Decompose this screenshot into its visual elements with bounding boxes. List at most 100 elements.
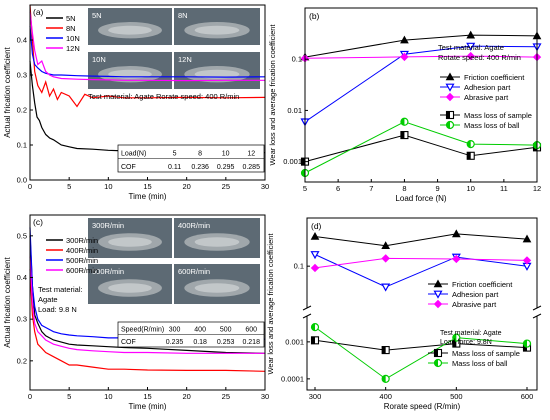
legend-label: Friction coefficient: [452, 280, 513, 289]
marker-circle-fill: [382, 375, 386, 383]
series-line: [314, 254, 528, 288]
marker-circle-fill: [311, 323, 315, 331]
plot-frame: [304, 7, 538, 183]
table-header-label: Load(N): [121, 151, 146, 158]
image-label: 10N: [92, 55, 106, 64]
marker-diamond: [445, 92, 455, 102]
y-tick-label: 0.1: [292, 55, 302, 64]
legend-label: 500R/min: [66, 256, 98, 265]
x-tick-label: 300: [309, 392, 322, 401]
y-axis-label: Wear loss and average frication coeffici…: [266, 233, 275, 375]
table-header-cell: 12: [247, 151, 255, 158]
legend-label: 8N: [66, 24, 76, 33]
table-cell: 0.295: [217, 164, 235, 171]
y-axis-label: Wear loss and average frication coeffici…: [268, 24, 277, 166]
marker-triangle-up: [522, 234, 532, 243]
image-label: 5N: [92, 11, 102, 20]
image-label: 8N: [178, 11, 188, 20]
marker-triangle-up: [400, 35, 409, 44]
marker-triangle-down: [310, 251, 320, 260]
series-line: [29, 235, 266, 354]
y-tick-label: 0.3: [17, 71, 27, 80]
marker-circle-fill: [452, 334, 457, 342]
image-label: 300R/min: [92, 221, 124, 230]
x-axis-label: Time (min): [129, 402, 167, 411]
x-tick-label: 0: [28, 392, 32, 401]
x-tick-label: 15: [143, 182, 151, 191]
marker-circle-fill: [434, 359, 438, 367]
wear-track-scar-core: [108, 283, 152, 293]
marker-diamond: [433, 299, 443, 309]
table-header-cell: 5: [173, 151, 177, 158]
marker-triangle-down: [433, 290, 443, 299]
wear-track-scar-core: [194, 283, 240, 293]
legend-label: Mass loss of sample: [464, 111, 532, 120]
table-header-cell: 500: [220, 327, 232, 334]
table-cell: 0.285: [242, 164, 260, 171]
x-tick-label: 400: [379, 392, 392, 401]
axis-break-mark: [532, 313, 542, 319]
image-label: 12N: [178, 55, 192, 64]
x-tick-label: 9: [435, 184, 439, 193]
x-tick-label: 10: [467, 184, 475, 193]
image-label: 400R/min: [178, 221, 210, 230]
image-label: 600R/min: [178, 267, 210, 276]
y-tick-label: 0.4: [17, 36, 27, 45]
y-tick-label: 0.1: [294, 262, 304, 271]
table-cell: 0.236: [191, 164, 209, 171]
x-tick-label: 25: [222, 392, 230, 401]
annotation-text: Load force: 9.8N: [440, 339, 492, 346]
x-tick-label: 12: [533, 184, 541, 193]
axis-break-mark: [532, 305, 542, 311]
marker-diamond: [400, 52, 409, 62]
x-tick-label: 11: [500, 184, 508, 193]
marker-square-fill: [311, 336, 315, 344]
marker-square-fill: [382, 346, 386, 354]
table-header-cell: 600: [245, 327, 257, 334]
plot-frame-top: [306, 217, 538, 308]
legend-label: 12N: [66, 44, 80, 53]
series-line: [314, 233, 528, 247]
series-line: [304, 121, 538, 174]
series-line: [304, 34, 538, 58]
marker-square-fill: [467, 152, 471, 160]
wear-track-scar-core: [108, 237, 152, 247]
x-tick-label: 25: [222, 182, 230, 191]
marker-triangle-up: [466, 30, 476, 39]
table-cell: 0.18: [193, 339, 207, 346]
legend-label: 10N: [66, 34, 80, 43]
x-axis-label: Rorate speed (R/min): [384, 402, 461, 411]
y-tick-label: 0.001: [285, 337, 304, 346]
legend-label: 400R/min: [66, 246, 98, 255]
annotation-text: Test material: Agate: [440, 330, 502, 337]
panel-label: (c): [33, 217, 43, 227]
legend-label: Mass loss of ball: [464, 121, 520, 130]
x-axis-label: Time (min): [129, 192, 167, 201]
y-tick-label: 0.3: [17, 315, 27, 324]
series-line: [29, 25, 266, 78]
marker-triangle-up: [381, 241, 391, 250]
x-tick-label: 30: [261, 182, 269, 191]
legend-label: Mass loss of ball: [452, 359, 508, 368]
table-row-label: COF: [121, 339, 136, 346]
marker-diamond: [466, 51, 475, 61]
axis-break-mark: [302, 305, 312, 311]
series-line: [304, 45, 538, 123]
y-axis-label: Actual frication coefficient: [3, 256, 12, 347]
legend-label: 300R/min: [66, 236, 98, 245]
y-axis-label: Actual frication coefficient: [3, 46, 12, 137]
y-tick-label: 0.0001: [281, 374, 304, 383]
marker-circle-fill: [467, 140, 471, 148]
wear-track-scar-core: [108, 25, 152, 35]
table-cell: 0.253: [217, 339, 235, 346]
marker-triangle-down: [445, 83, 455, 92]
series-line: [29, 269, 266, 372]
x-tick-label: 5: [67, 182, 71, 191]
x-tick-label: 500: [450, 392, 463, 401]
axis-break-mark: [302, 313, 312, 319]
legend-label: 600R/min: [66, 266, 98, 275]
series-line: [29, 256, 265, 354]
table-header-cell: 400: [194, 327, 206, 334]
panel-d: 0.1 0.0001 0.001 300 400 500 600 Rorate speed (…: [266, 217, 542, 411]
